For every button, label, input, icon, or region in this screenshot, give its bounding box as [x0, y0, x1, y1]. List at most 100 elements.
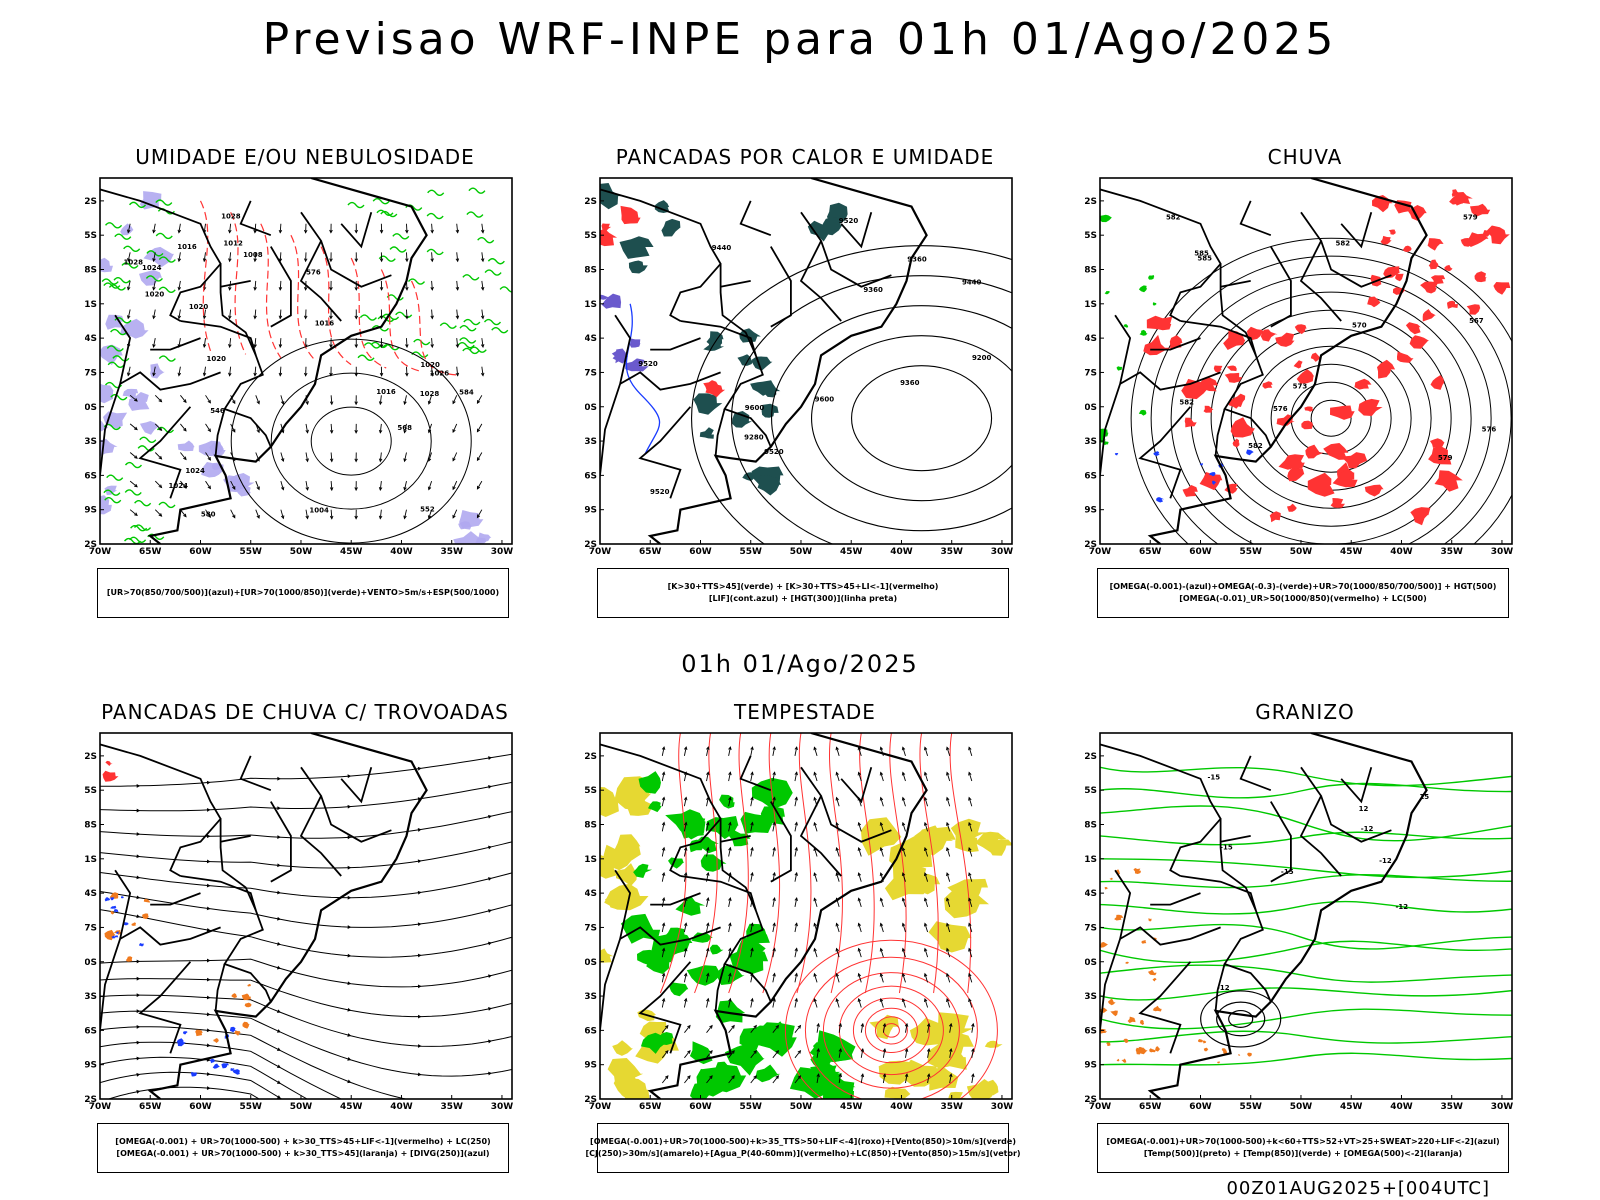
- contour-label: 567: [1469, 317, 1484, 325]
- legend-line: [CJ(250)>30m/s](amarelo)+[Agua_P(40-60mm…: [585, 1149, 1021, 1158]
- contour-label: 1020: [189, 303, 209, 311]
- lon-tick-label: 40W: [890, 547, 913, 557]
- lon-tick-label: 65W: [1139, 1102, 1162, 1112]
- lon-tick-label: 40W: [1390, 1102, 1413, 1112]
- lat-tick-label: 12S: [85, 752, 97, 762]
- map-plot: 12S 15S 18S 21S 24S 27S 30S 33S 36S 39S 42S70W 65W 6…: [85, 732, 514, 1112]
- lon-tick-label: 55W: [740, 1102, 763, 1112]
- contour-label: 582: [1336, 239, 1351, 247]
- panel-legend: [K>30+TTS>45](verde) + [K>30+TTS>45+LI<-…: [597, 568, 1009, 618]
- lat-tick-label: 18S: [1085, 821, 1097, 831]
- contour-label: 585: [1197, 255, 1212, 263]
- lat-tick-label: 21S: [85, 300, 97, 310]
- lat-tick-label: 27S: [1085, 368, 1097, 378]
- lat-tick-label: 27S: [585, 923, 597, 933]
- panel-title: PANCADAS DE CHUVA C/ TROVOADAS: [101, 700, 509, 724]
- lon-tick-label: 55W: [240, 547, 263, 557]
- lat-tick-label: 24S: [585, 334, 597, 344]
- lon-tick-label: 45W: [840, 1102, 863, 1112]
- lat-tick-label: 27S: [1085, 923, 1097, 933]
- panel-trovoadas: PANCADAS DE CHUVA C/ TROVOADAS 12S 15S 18S…: [85, 700, 525, 1200]
- lat-tick-label: 24S: [1085, 889, 1097, 899]
- lon-tick-label: 35W: [1440, 547, 1463, 557]
- lon-tick-label: 50W: [1290, 1102, 1313, 1112]
- contour-label: 15: [1419, 793, 1429, 801]
- panel-title: GRANIZO: [1255, 700, 1355, 724]
- panel-tempestade: TEMPESTADE 12S 15S 18S 21S 24S 27S 30S 33S 36S 39…: [585, 700, 1025, 1200]
- contour-label: 9440: [962, 278, 982, 286]
- contour-label: 9520: [764, 448, 784, 456]
- lat-tick-label: 33S: [85, 437, 97, 447]
- contour-label: -12: [1217, 984, 1230, 992]
- contour-label: 552: [420, 505, 435, 513]
- contour-label: 1024: [142, 264, 162, 272]
- legend-line: [Temp(500)](preto) + [Temp(850)](verde) …: [1143, 1149, 1463, 1158]
- lat-tick-label: 18S: [1085, 266, 1097, 276]
- main-title: Previsao WRF-INPE para 01h 01/Ago/2025: [262, 14, 1338, 65]
- contour-label: 1016: [315, 319, 335, 327]
- lon-tick-label: 65W: [639, 1102, 662, 1112]
- lon-tick-label: 55W: [240, 1102, 263, 1112]
- contour-label: 1020: [420, 361, 440, 369]
- lon-tick-label: 30W: [1491, 1102, 1514, 1112]
- lon-tick-label: 45W: [1340, 1102, 1363, 1112]
- lat-tick-label: 36S: [1085, 1026, 1097, 1036]
- lon-tick-label: 70W: [589, 1102, 612, 1112]
- lon-tick-label: 45W: [840, 547, 863, 557]
- lon-tick-label: 60W: [1189, 547, 1212, 557]
- lat-tick-label: 18S: [85, 266, 97, 276]
- contour-label: 9600: [745, 404, 765, 412]
- lon-tick-label: 60W: [689, 547, 712, 557]
- contour-label: 576: [1273, 405, 1288, 413]
- lat-tick-label: 27S: [85, 368, 97, 378]
- lat-tick-label: 15S: [85, 231, 97, 241]
- legend-line: [LIF](cont.azul) + [HGT(300)](linha pret…: [708, 594, 898, 603]
- map-plot: 585 582 579 576 573 570 567 582 585 582 579 576 582 1…: [1085, 177, 1513, 557]
- lat-tick-label: 42S: [585, 1095, 597, 1105]
- contour-label: 9200: [972, 354, 992, 362]
- contour-label: 1024: [185, 467, 205, 475]
- mid-title: 01h 01/Ago/2025: [681, 650, 919, 678]
- lat-tick-label: 18S: [585, 266, 597, 276]
- lon-tick-label: 30W: [991, 1102, 1014, 1112]
- lon-tick-label: 60W: [189, 547, 212, 557]
- lat-tick-label: 39S: [1085, 1061, 1097, 1071]
- lat-tick-label: 36S: [85, 471, 97, 481]
- lat-tick-label: 30S: [85, 403, 97, 413]
- lat-tick-label: 42S: [1085, 540, 1097, 550]
- lat-tick-label: 33S: [1085, 437, 1097, 447]
- lon-tick-label: 55W: [740, 547, 763, 557]
- panel-granizo: GRANIZO -12-12-12-15-15-151512-1212S15S1…: [1085, 700, 1525, 1200]
- contour-label: 579: [1463, 214, 1478, 222]
- map-plot: 9600 9520 9440 9360 9280 9200 9520 9440 9360 9520…: [585, 177, 1013, 557]
- lat-tick-label: 33S: [585, 437, 597, 447]
- lat-tick-label: 30S: [85, 958, 97, 968]
- contour-label: 12: [1359, 805, 1369, 813]
- lat-tick-label: 30S: [585, 958, 597, 968]
- lat-tick-label: 21S: [1085, 855, 1097, 865]
- legend-line: [OMEGA(-0.001)+UR>70(1000-500)+k>35_TTS>…: [590, 1137, 1016, 1146]
- contour-label: 9520: [839, 217, 859, 225]
- lat-tick-label: 33S: [85, 992, 97, 1002]
- lon-tick-label: 35W: [440, 547, 463, 557]
- lat-tick-label: 42S: [585, 540, 597, 550]
- lon-tick-label: 40W: [890, 1102, 913, 1112]
- lat-tick-label: 27S: [585, 368, 597, 378]
- lon-tick-label: 40W: [1390, 547, 1413, 557]
- contour-label: -12: [1396, 903, 1409, 911]
- lon-tick-label: 30W: [491, 1102, 514, 1112]
- panel-legend: [OMEGA(-0.001)+UR>70(1000-500)+k<60+TTS>…: [1097, 1123, 1509, 1173]
- map-plot: 12S 15S 18S 21S 24S 27S 30S 33S 36S 39S 42S70W 65W 6…: [585, 732, 1014, 1112]
- lat-tick-label: 24S: [85, 334, 97, 344]
- contour-label: 582: [1179, 398, 1194, 406]
- lon-tick-label: 60W: [1189, 1102, 1212, 1112]
- lat-tick-label: 33S: [1085, 992, 1097, 1002]
- lon-tick-label: 65W: [1139, 547, 1162, 557]
- lon-tick-label: 65W: [139, 547, 162, 557]
- contour-label: 573: [1293, 382, 1308, 390]
- panel-legend: [OMEGA(-0.001)-(azul)+OMEGA(-0.3)-(verde…: [1097, 568, 1509, 618]
- lat-tick-label: 12S: [1085, 197, 1097, 207]
- contour-label: 9520: [650, 488, 670, 496]
- legend-line: [OMEGA(-0.001) + UR>70(1000-500) + k>30_…: [115, 1137, 491, 1146]
- contour-label: 9360: [863, 286, 883, 294]
